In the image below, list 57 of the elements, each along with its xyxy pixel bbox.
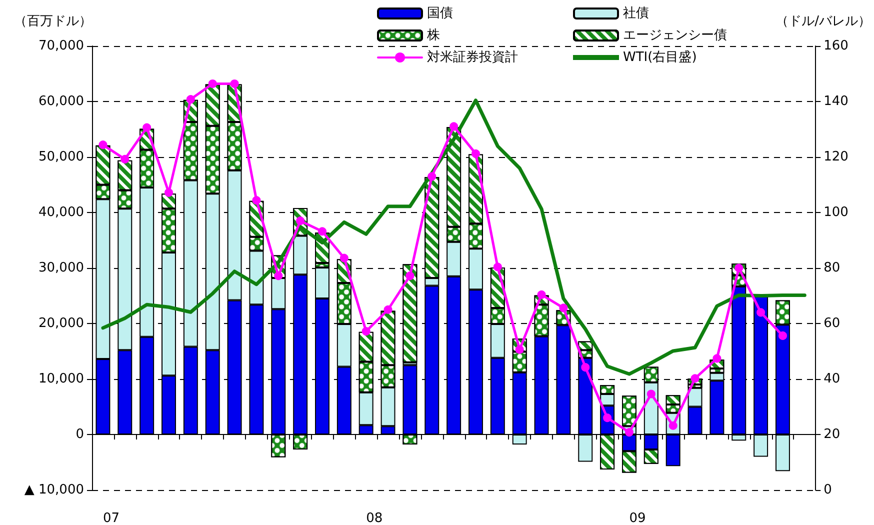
point (471, 149, 480, 158)
y-tick-label: 10,000 (38, 372, 84, 386)
point (142, 123, 152, 132)
y2-tick-label: 80 (824, 260, 840, 276)
point (581, 363, 590, 372)
point (559, 304, 568, 312)
point (712, 354, 722, 363)
y2-tick-label: 140 (824, 94, 848, 109)
y2-axis-title: （ドル/バレル） (776, 14, 872, 29)
point (537, 290, 546, 299)
point (493, 262, 502, 272)
point (756, 308, 766, 317)
point (690, 374, 700, 383)
y-tick-label: 60,000 (38, 94, 84, 109)
point (252, 196, 261, 205)
point (384, 305, 392, 314)
y2-tick-label: 120 (824, 150, 848, 164)
point (318, 227, 326, 236)
point (230, 79, 239, 88)
legend-label: WTI(右目盛) (623, 50, 697, 65)
y2-tick-label: 60 (824, 316, 840, 331)
point (624, 428, 634, 437)
y2-tick-label: 0 (824, 482, 832, 498)
point (450, 122, 458, 131)
y-tick-label: 40,000 (38, 205, 84, 220)
y2-tick-label: 20 (824, 427, 840, 442)
y-axis-title: （百万ドル） (14, 14, 92, 29)
y-tick-label: 30,000 (38, 260, 84, 276)
y-tick-label: 0 (76, 427, 84, 442)
point (646, 390, 656, 398)
x-tick-label: 08 (366, 511, 383, 525)
y-tick-label: 70,000 (38, 38, 84, 54)
legend-label: 社債 (623, 6, 649, 21)
y2-tick-label: 100 (824, 205, 848, 220)
x-tick-label: 09 (629, 511, 646, 525)
point (428, 172, 436, 181)
point (340, 254, 348, 262)
point (778, 331, 787, 340)
point (208, 79, 217, 88)
legend-label: 株 (426, 28, 440, 43)
y-tick-label: ▲ 10,000 (24, 482, 84, 498)
y-tick-label: 20,000 (38, 316, 84, 331)
point (362, 327, 370, 336)
point (98, 140, 108, 150)
y-tick-label: 50,000 (38, 150, 84, 164)
point (120, 154, 130, 164)
x-tick-label: 07 (102, 511, 120, 525)
point (186, 95, 195, 104)
y2-tick-label: 40 (824, 372, 840, 386)
legend-label: エージェンシー債 (623, 28, 727, 43)
line-series (101, 98, 806, 376)
legend-label: 対米証券投資計 (427, 49, 518, 65)
y2-tick-label: 160 (824, 38, 848, 54)
point (274, 272, 283, 280)
legend-label: 国債 (427, 6, 453, 21)
point (164, 188, 173, 197)
point (406, 272, 414, 280)
